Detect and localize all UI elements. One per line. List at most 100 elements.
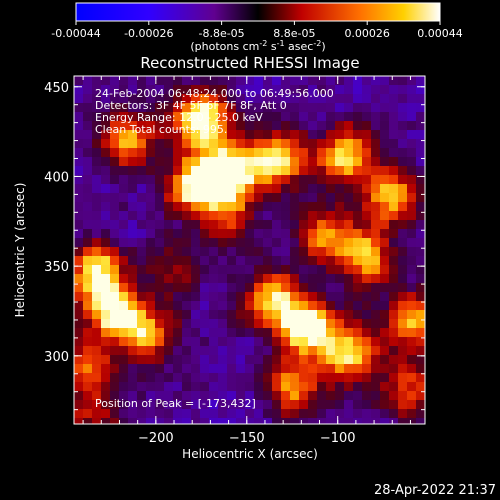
heatmap-cell	[398, 94, 408, 104]
heatmap-cell	[380, 121, 390, 131]
heatmap-cell	[353, 328, 363, 338]
heatmap-cell	[191, 220, 201, 230]
heatmap-cell	[317, 229, 327, 239]
heatmap-cell	[164, 373, 174, 383]
heatmap-cell	[290, 364, 300, 374]
heatmap-cell	[389, 220, 399, 230]
heatmap-cell	[344, 328, 354, 338]
y-tick-label: 400	[44, 170, 69, 185]
heatmap-cell	[317, 328, 327, 338]
heatmap-cell	[335, 175, 345, 185]
heatmap-cell	[218, 283, 228, 293]
heatmap-cell	[380, 220, 390, 230]
y-tick-label: 450	[44, 81, 69, 96]
heatmap-cell	[326, 274, 336, 284]
heatmap-cell	[92, 112, 102, 122]
heatmap-cell	[317, 265, 327, 275]
heatmap-cell	[218, 130, 228, 140]
heatmap-cell	[272, 220, 282, 230]
heatmap-cell	[407, 229, 417, 239]
heatmap-cell	[83, 112, 93, 122]
heatmap-cell	[191, 247, 201, 257]
heatmap-cell	[173, 112, 183, 122]
heatmap-cell	[344, 247, 354, 257]
heatmap-cell	[119, 346, 129, 356]
heatmap-cell	[74, 274, 84, 284]
heatmap-cell	[326, 337, 336, 347]
heatmap-cell	[200, 229, 210, 239]
heatmap-cell	[254, 382, 264, 392]
heatmap-cell	[344, 265, 354, 275]
heatmap-cell	[272, 166, 282, 176]
heatmap-cell	[92, 391, 102, 401]
heatmap-cell	[200, 265, 210, 275]
heatmap-cell	[290, 373, 300, 383]
heatmap-cell	[173, 301, 183, 311]
heatmap-cell	[344, 319, 354, 329]
heatmap-cell	[74, 337, 84, 347]
heatmap-cell	[83, 148, 93, 158]
heatmap-cell	[308, 328, 318, 338]
heatmap-cell	[74, 220, 84, 230]
heatmap-cell	[335, 193, 345, 203]
heatmap-cell	[137, 94, 147, 104]
heatmap-cell	[182, 130, 192, 140]
heatmap-cell	[263, 409, 273, 419]
heatmap-cell	[380, 202, 390, 212]
heatmap-cell	[380, 391, 390, 401]
heatmap-cell	[110, 256, 120, 266]
heatmap-cell	[317, 121, 327, 131]
heatmap-cell	[335, 76, 345, 86]
heatmap-cell	[335, 337, 345, 347]
heatmap-cell	[407, 400, 417, 410]
heatmap-cell	[335, 85, 345, 95]
heatmap-cell	[290, 391, 300, 401]
heatmap-cell	[92, 409, 102, 419]
heatmap-cell	[164, 184, 174, 194]
heatmap-cell	[191, 400, 201, 410]
heatmap-cell	[200, 112, 210, 122]
heatmap-cell	[380, 355, 390, 365]
heatmap-cell	[191, 157, 201, 167]
heatmap-cell	[299, 220, 309, 230]
heatmap-cell	[362, 382, 372, 392]
heatmap-cell	[353, 274, 363, 284]
heatmap-cell	[218, 409, 228, 419]
heatmap-cell	[299, 274, 309, 284]
heatmap-cell	[308, 211, 318, 221]
heatmap-cell	[83, 85, 93, 95]
heatmap-cell	[164, 121, 174, 131]
heatmap-cell	[335, 409, 345, 419]
heatmap-cell	[128, 157, 138, 167]
heatmap-cell	[119, 391, 129, 401]
heatmap-cell	[101, 400, 111, 410]
heatmap-cell	[173, 355, 183, 365]
heatmap-cell	[146, 247, 156, 257]
heatmap-cell	[380, 76, 390, 86]
heatmap-cell	[263, 148, 273, 158]
heatmap-cell	[227, 247, 237, 257]
heatmap-cell	[227, 238, 237, 248]
heatmap-cell	[236, 256, 246, 266]
heatmap-cell	[146, 319, 156, 329]
heatmap-cell	[389, 409, 399, 419]
heatmap-cell	[191, 409, 201, 419]
heatmap-cell	[407, 157, 417, 167]
heatmap-cell	[290, 400, 300, 410]
heatmap-cell	[407, 355, 417, 365]
heatmap-cell	[290, 247, 300, 257]
heatmap-cell	[128, 94, 138, 104]
heatmap-cell	[326, 400, 336, 410]
heatmap-cell	[254, 319, 264, 329]
heatmap-cell	[227, 337, 237, 347]
heatmap-cell	[236, 328, 246, 338]
heatmap-cell	[407, 184, 417, 194]
heatmap-cell	[227, 148, 237, 158]
heatmap-cell	[389, 319, 399, 329]
heatmap-cell	[299, 103, 309, 113]
heatmap-cell	[371, 418, 381, 424]
heatmap-cell	[353, 103, 363, 113]
heatmap-cell	[380, 148, 390, 158]
heatmap-cell	[389, 157, 399, 167]
heatmap-cell	[173, 292, 183, 302]
